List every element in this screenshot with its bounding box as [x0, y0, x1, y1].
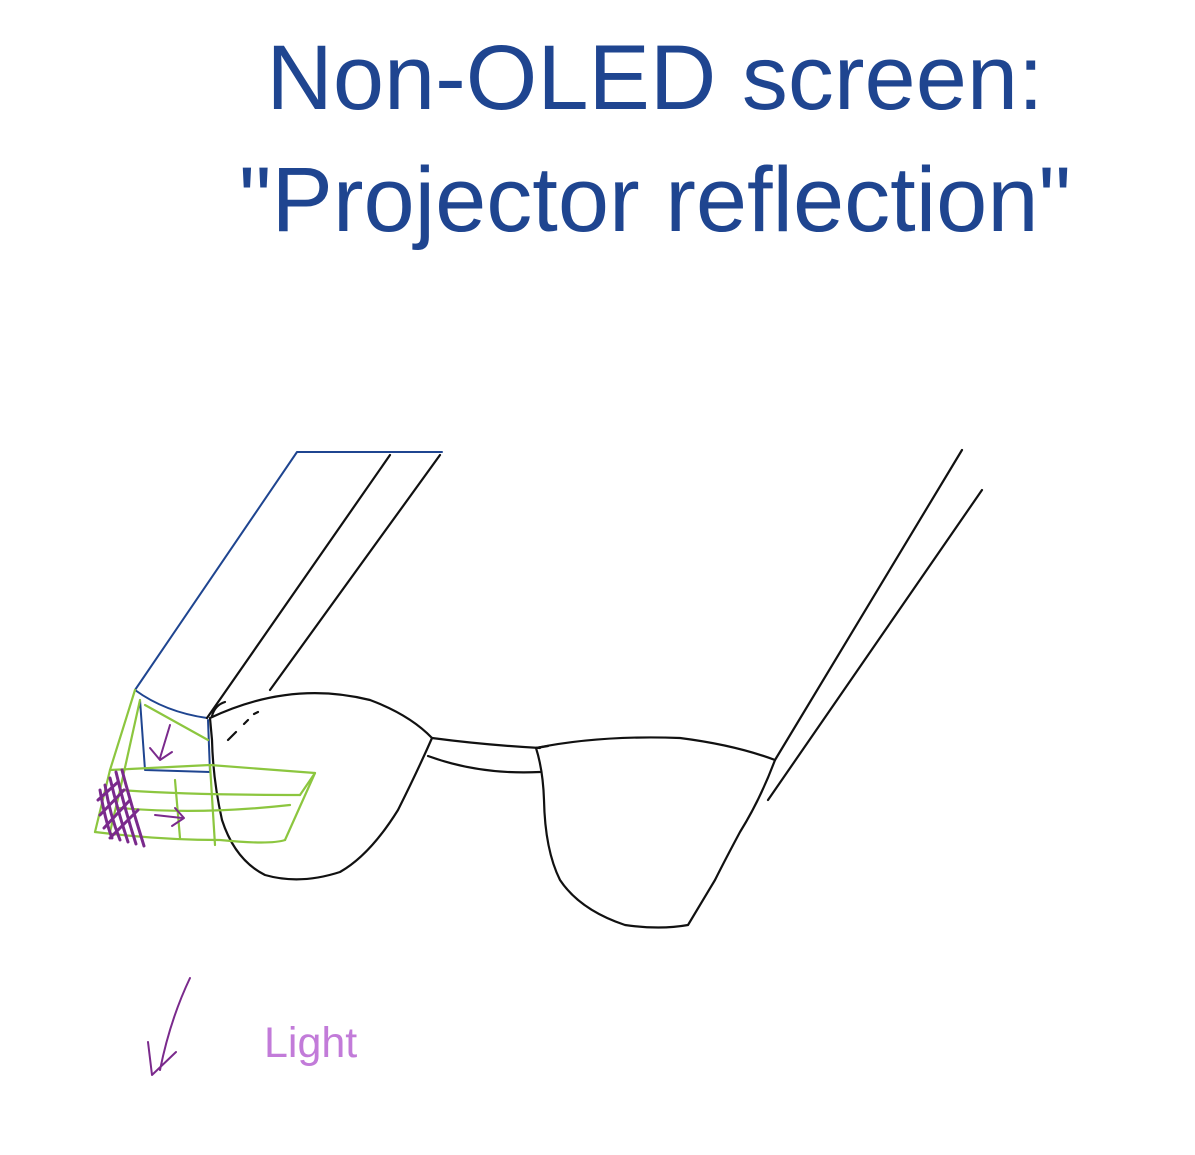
glasses-arm-inner-left	[205, 453, 392, 720]
projector-top-face	[134, 451, 443, 691]
glasses-bridge-bottom	[426, 754, 542, 774]
glasses-left-lens	[208, 692, 434, 881]
title-line-1: Non-OLED screen:	[266, 27, 1044, 129]
light-arrow-small-right	[154, 807, 185, 827]
light-indicators	[96, 724, 191, 1076]
glasses-right-lens-notch	[534, 744, 550, 750]
title-line-2: "Projector reflection"	[238, 149, 1072, 251]
light-path-mid-line	[118, 788, 302, 797]
light-path-vertical-2	[208, 763, 217, 847]
light-arrow-small-down	[149, 724, 173, 761]
glasses-temple-right-line	[766, 488, 984, 802]
glasses-right-lens	[534, 736, 777, 929]
light-path-vertical-1	[173, 778, 182, 840]
glasses-bridge-top	[430, 736, 542, 750]
glasses-left-lens-top	[210, 700, 227, 718]
light-path-curve-1	[143, 703, 210, 742]
light-path-horizontal	[118, 803, 292, 812]
light-arrow-main	[147, 977, 191, 1076]
glasses-temple-left-line	[773, 448, 964, 762]
glasses	[205, 448, 984, 929]
light-path-lower-edge	[93, 830, 287, 844]
projector-front-curve	[134, 689, 208, 719]
glasses-arm-inner-right	[268, 453, 442, 692]
projector-inner-face	[139, 699, 211, 773]
light-scribble	[96, 768, 146, 848]
projector-block	[134, 451, 443, 773]
light-path-right-edge	[283, 771, 317, 842]
light-path-upper-box	[108, 763, 317, 797]
glasses-reflection-marks	[226, 710, 260, 742]
light-label: Light	[264, 1019, 358, 1067]
